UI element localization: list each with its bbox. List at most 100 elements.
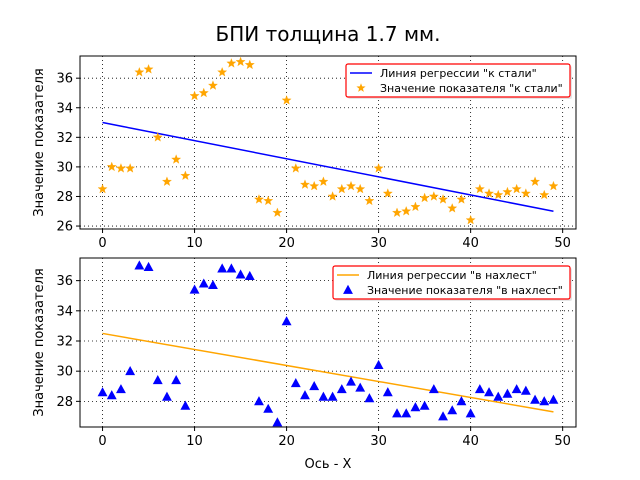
triangle-data-point bbox=[336, 384, 347, 394]
star-data-point bbox=[373, 163, 384, 173]
star-data-point bbox=[382, 188, 393, 198]
legend-label: Значение показателя "в нахлест" bbox=[367, 284, 563, 297]
triangle-data-point bbox=[520, 385, 531, 395]
x-tick-label: 30 bbox=[370, 236, 387, 251]
triangle-data-point bbox=[244, 270, 255, 281]
legend: Линия регрессии "в нахлест" Значение пока… bbox=[332, 265, 572, 301]
triangle-data-point bbox=[189, 284, 200, 294]
star-data-point bbox=[346, 180, 356, 191]
star-data-point bbox=[97, 183, 108, 194]
star-data-point bbox=[115, 163, 126, 173]
star-data-point bbox=[392, 207, 402, 217]
x-tick-label: 40 bbox=[462, 434, 479, 449]
legend-frame bbox=[345, 63, 571, 98]
triangle-data-point bbox=[254, 396, 264, 406]
subplot-bottom: 0 10 20 30 40 50 28 30 32 34 36 Значение показателя… bbox=[32, 257, 577, 449]
star-data-point bbox=[355, 183, 366, 194]
star-data-point bbox=[511, 183, 522, 194]
legend-triangle-swatch bbox=[343, 284, 353, 294]
legend-star-swatch bbox=[356, 83, 366, 92]
y-axis-label: Значение показателя bbox=[32, 68, 47, 216]
x-tick-label: 30 bbox=[370, 434, 387, 449]
regression-line bbox=[102, 121, 554, 212]
subplot-top: 0 10 20 30 40 50 26 28 30 32 34 36 Значение показате… bbox=[32, 55, 577, 251]
legend-label: Значение показателя "к стали" bbox=[380, 82, 563, 95]
triangle-data-point bbox=[502, 388, 513, 398]
x-tick-label: 20 bbox=[278, 434, 295, 449]
triangle-data-point bbox=[474, 384, 485, 394]
triangle-data-point bbox=[511, 384, 522, 394]
legend-label: Линия регрессии "к стали" bbox=[380, 67, 537, 80]
triangle-data-point bbox=[355, 382, 366, 392]
triangle-data-point bbox=[162, 391, 172, 401]
star-data-point bbox=[502, 186, 513, 197]
triangle-data-point bbox=[217, 263, 228, 273]
y-tick-label: 36 bbox=[56, 274, 73, 289]
triangle-data-point bbox=[125, 365, 136, 376]
triangle-data-point bbox=[493, 391, 504, 401]
x-tick-label: 40 bbox=[462, 236, 479, 251]
axes-frame bbox=[79, 55, 577, 230]
figure-title: БПИ толщина 1.7 мм. bbox=[216, 22, 441, 46]
star-data-point bbox=[410, 201, 421, 212]
x-tick-label: 50 bbox=[554, 434, 571, 449]
regression-line bbox=[102, 332, 554, 413]
triangle-data-point bbox=[97, 387, 108, 397]
legend-frame bbox=[332, 265, 571, 300]
triangle-data-point bbox=[152, 375, 163, 385]
triangle-data-point bbox=[410, 402, 421, 412]
star-data-point bbox=[235, 56, 246, 67]
triangle-data-point bbox=[134, 260, 145, 270]
triangle-data-point bbox=[318, 391, 329, 401]
star-data-point bbox=[106, 161, 117, 172]
star-data-point bbox=[474, 183, 485, 194]
star-data-point bbox=[419, 192, 430, 203]
x-tick-label: 0 bbox=[98, 236, 106, 251]
star-data-point bbox=[189, 90, 200, 101]
star-data-point bbox=[520, 188, 531, 198]
star-data-point bbox=[180, 170, 191, 180]
triangle-data-point bbox=[281, 316, 292, 326]
triangle-data-point bbox=[548, 394, 559, 404]
y-tick-label: 32 bbox=[56, 131, 73, 146]
triangle-data-point bbox=[484, 387, 494, 397]
triangle-data-point bbox=[346, 376, 356, 386]
triangle-data-point bbox=[143, 261, 154, 271]
star-data-point bbox=[125, 163, 136, 173]
star-data-point bbox=[161, 176, 172, 186]
star-data-point bbox=[143, 64, 154, 74]
star-data-point bbox=[281, 95, 292, 105]
star-data-point bbox=[290, 163, 301, 173]
star-data-point bbox=[438, 194, 448, 204]
legend-label: Линия регрессии "в нахлест" bbox=[367, 269, 537, 282]
y-tick-label: 34 bbox=[56, 101, 73, 116]
star-data-point bbox=[364, 195, 375, 206]
star-data-point bbox=[484, 188, 495, 198]
star-data-point bbox=[244, 59, 255, 70]
triangle-data-point bbox=[235, 269, 246, 279]
triangle-data-point bbox=[447, 405, 458, 415]
y-tick-label: 28 bbox=[56, 190, 73, 205]
star-data-point bbox=[447, 203, 458, 213]
triangle-data-point bbox=[419, 400, 430, 410]
star-data-point bbox=[198, 87, 209, 98]
triangle-data-point bbox=[401, 408, 412, 418]
triangle-data-point bbox=[382, 387, 393, 397]
triangle-data-point bbox=[208, 279, 218, 290]
star-data-point bbox=[134, 67, 145, 77]
y-tick-label: 30 bbox=[56, 160, 73, 175]
y-tick-label: 32 bbox=[56, 334, 73, 349]
triangle-data-point bbox=[364, 393, 375, 403]
star-data-point bbox=[152, 132, 163, 142]
x-tick-label: 10 bbox=[186, 236, 203, 251]
star-data-point bbox=[300, 179, 310, 189]
triangle-data-point bbox=[272, 417, 283, 427]
star-data-point bbox=[428, 191, 439, 201]
triangle-data-point bbox=[530, 394, 540, 404]
triangle-data-point bbox=[373, 359, 384, 370]
star-data-point bbox=[254, 194, 264, 204]
triangle-data-point bbox=[456, 396, 467, 406]
triangle-data-point bbox=[106, 390, 117, 400]
triangle-data-point bbox=[226, 263, 237, 273]
star-data-point bbox=[530, 176, 541, 186]
